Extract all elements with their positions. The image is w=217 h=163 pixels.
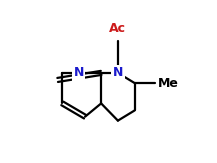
Text: Ac: Ac (109, 22, 126, 35)
Text: N: N (74, 66, 84, 79)
Text: Me: Me (158, 77, 179, 89)
Text: N: N (113, 66, 123, 79)
